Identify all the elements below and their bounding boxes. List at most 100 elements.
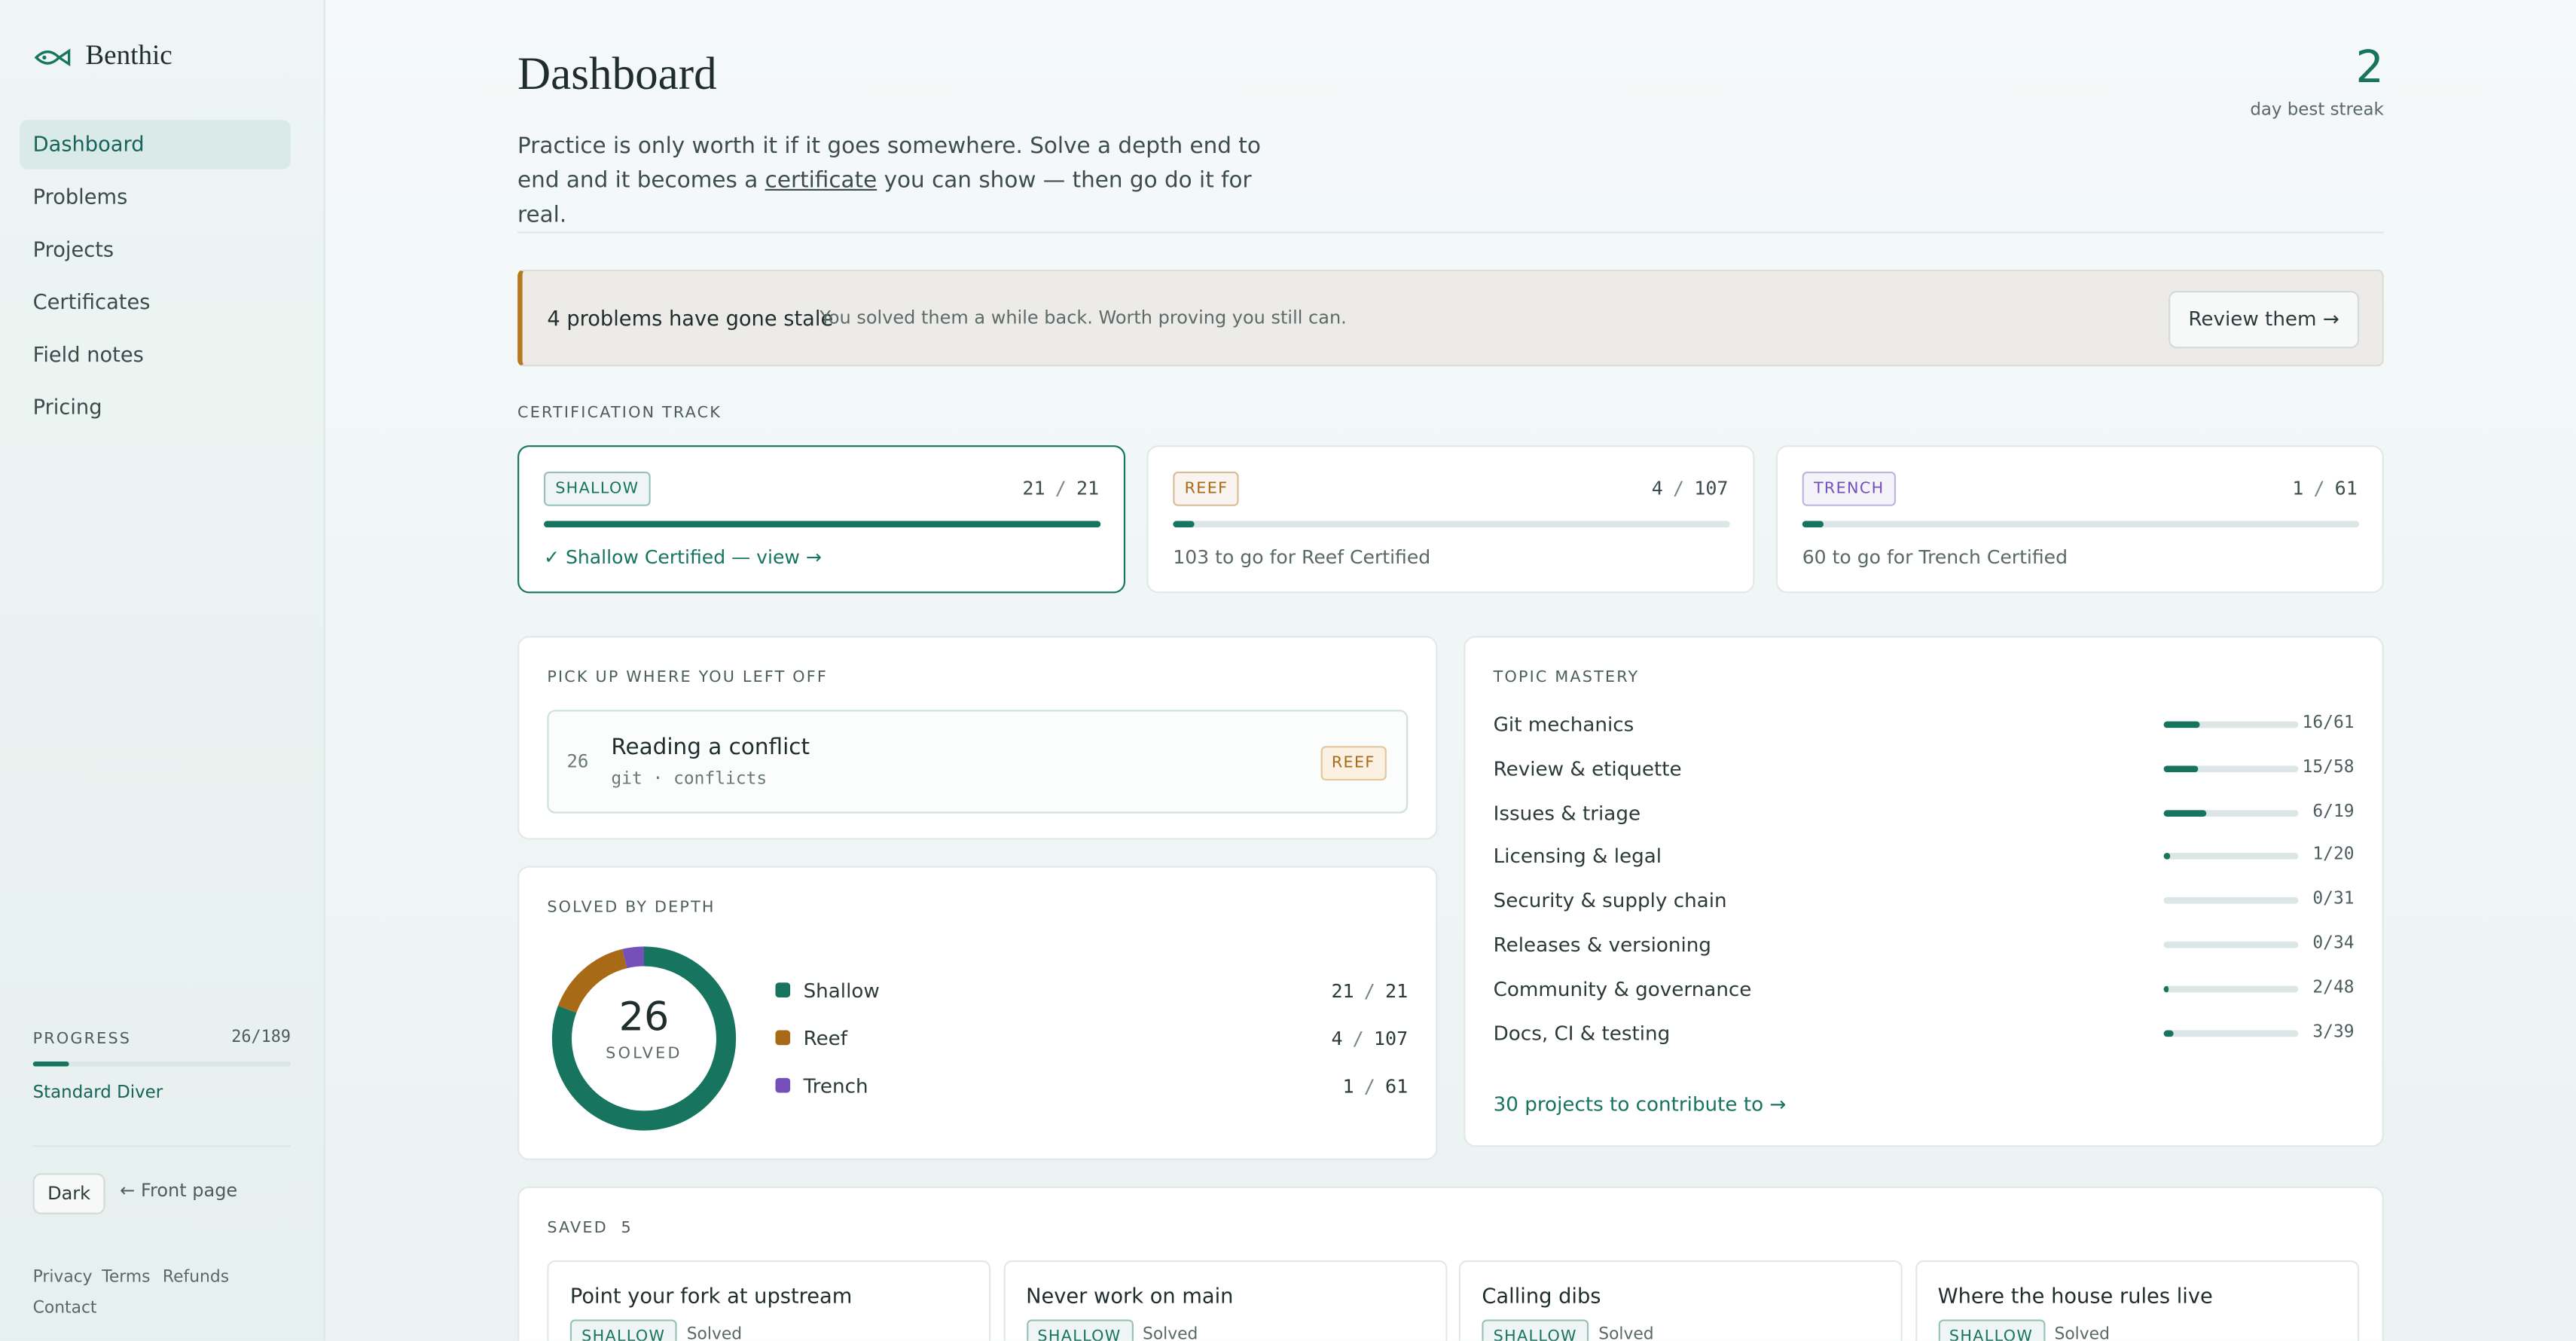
- done: 0: [2312, 933, 2324, 954]
- theme-button[interactable]: Dark: [32, 1173, 105, 1214]
- total: 19: [2333, 801, 2355, 821]
- legend-count: 4 / 107: [1331, 1027, 1408, 1050]
- track-card[interactable]: REEF 4 / 107 103 to go for Reef Certified: [1146, 445, 1755, 594]
- tag: TRENCH: [1802, 471, 1896, 506]
- track-card[interactable]: SHALLOW 21 / 21 ✓ Shallow Certified — view →: [517, 445, 1126, 594]
- track-count: 1 / 61: [2292, 477, 2358, 500]
- legend-count: 1 / 61: [1343, 1074, 1409, 1098]
- front-link[interactable]: ← Front page: [120, 1180, 238, 1202]
- problem-number: 26: [566, 750, 589, 773]
- section-heading: SAVED: [547, 1219, 608, 1238]
- track-note: 60 to go for Trench Certified: [1802, 545, 2068, 569]
- nav-item[interactable]: Projects: [32, 237, 114, 261]
- problem-meta: git · conflicts: [611, 768, 768, 789]
- progress-fill: [32, 1061, 69, 1067]
- saved-item[interactable]: Calling dibs SHALLOW Solved: [1458, 1260, 1903, 1341]
- tag: REEF: [1320, 746, 1387, 781]
- saved-item[interactable]: Never work on main SHALLOW Solved: [1003, 1260, 1447, 1341]
- legend-swatch: [775, 1030, 791, 1046]
- progress-label: PROGRESS: [32, 1030, 132, 1049]
- topic-fill: [2163, 853, 2171, 860]
- track-note[interactable]: ✓ Shallow Certified — view →: [543, 545, 822, 569]
- separator: /: [1055, 476, 1067, 500]
- topic-count: 2/48: [2312, 977, 2354, 997]
- saved-title: Never work on main: [1026, 1283, 1234, 1309]
- footer-link[interactable]: Contact: [32, 1300, 97, 1318]
- tag: SHALLOW: [1937, 1319, 2045, 1341]
- separator: /: [1363, 979, 1375, 1003]
- section-heading: PICK UP WHERE YOU LEFT OFF: [547, 668, 828, 687]
- saved-item[interactable]: Where the house rules live SHALLOW Solved: [1915, 1260, 2358, 1341]
- topic-bar: [2163, 1029, 2299, 1037]
- total: 39: [2333, 1021, 2355, 1041]
- separator: /: [2323, 977, 2333, 997]
- topic-count: 3/39: [2312, 1022, 2354, 1041]
- topic-bar: [2163, 809, 2299, 817]
- nav-item[interactable]: Pricing: [32, 394, 102, 420]
- page-title: Dashboard: [517, 49, 717, 101]
- rank: Standard Diver: [32, 1083, 163, 1103]
- saved-title: Point your fork at upstream: [569, 1283, 853, 1309]
- separator: /: [2323, 889, 2333, 909]
- problem-title: Reading a conflict: [611, 734, 810, 761]
- total: 107: [1373, 1027, 1409, 1050]
- tag: SHALLOW: [1026, 1319, 1133, 1341]
- projects-link[interactable]: 30 projects to contribute to →: [1493, 1092, 1787, 1116]
- saved-status: Solved: [1598, 1326, 1654, 1341]
- track-fill: [543, 521, 1101, 528]
- certificate-link[interactable]: certificate: [765, 167, 877, 194]
- track-card[interactable]: TRENCH 1 / 61 60 to go for Trench Certified: [1775, 445, 2384, 594]
- intro-text: you can show — then go do it for real.: [517, 167, 1252, 229]
- total: 61: [2334, 476, 2358, 500]
- nav-item[interactable]: Dashboard: [20, 120, 291, 170]
- separator: /: [251, 1028, 261, 1047]
- total: 58: [2333, 757, 2355, 777]
- saved-status: Solved: [686, 1326, 743, 1341]
- saved-item[interactable]: Point your fork at upstream SHALLOW Solved: [547, 1260, 991, 1341]
- nav-item[interactable]: Field notes: [32, 341, 144, 367]
- footer-link[interactable]: Refunds: [162, 1268, 230, 1287]
- done: 21: [1022, 476, 1045, 500]
- saved-card: SAVED 5 Point your fork at upstream SHALL…: [517, 1186, 2384, 1341]
- done: 1: [2312, 845, 2324, 866]
- topic-name: Docs, CI & testing: [1493, 1021, 1671, 1045]
- nav-item[interactable]: Certificates: [32, 289, 151, 314]
- depth-card: SOLVED BY DEPTH 26 SOLVED Shallow 21 / 21 Re…: [517, 866, 1438, 1160]
- topic-name: Licensing & legal: [1493, 845, 1662, 869]
- streak: 2: [2355, 42, 2384, 94]
- section-heading: SOLVED BY DEPTH: [547, 899, 716, 918]
- topic-fill: [2163, 1029, 2175, 1037]
- mastery-card: TOPIC MASTERY Git mechanics 16/61 Review &…: [1463, 636, 2384, 1147]
- sidebar: Benthic Dashboard Problems Projects Certifi…: [0, 0, 325, 1341]
- tag: REEF: [1173, 471, 1240, 506]
- topic-name: Security & supply chain: [1493, 889, 1727, 912]
- done: 4: [1331, 1027, 1343, 1050]
- topic-fill: [2163, 985, 2169, 992]
- resume-item[interactable]: 26 Reading a conflict git · conflicts RE…: [547, 710, 1409, 814]
- total: 21: [1076, 476, 1100, 500]
- logo: [34, 48, 71, 67]
- divider: [517, 231, 2384, 234]
- topic-count: 16/61: [2303, 713, 2355, 733]
- topic-fill: [2163, 809, 2207, 817]
- tag: SHALLOW: [543, 471, 651, 506]
- done: 0: [2312, 889, 2324, 909]
- footer-link[interactable]: Terms: [102, 1268, 151, 1287]
- saved-count: 5: [621, 1219, 633, 1238]
- done: 2: [2312, 977, 2324, 997]
- donut: [551, 946, 737, 1131]
- legend-name: Shallow: [803, 979, 880, 1003]
- brand: Benthic: [85, 39, 172, 71]
- donut-label: SOLVED: [606, 1045, 682, 1064]
- done: 15: [2302, 757, 2324, 777]
- footer-link[interactable]: Privacy: [32, 1268, 93, 1287]
- review-button[interactable]: Review them →: [2169, 291, 2360, 349]
- divider: [32, 1145, 291, 1147]
- nav-item[interactable]: Problems: [32, 184, 128, 209]
- done: 21: [1331, 979, 1354, 1003]
- topic-fill: [2163, 765, 2199, 772]
- done: 1: [2292, 476, 2304, 500]
- legend-swatch: [775, 1077, 791, 1093]
